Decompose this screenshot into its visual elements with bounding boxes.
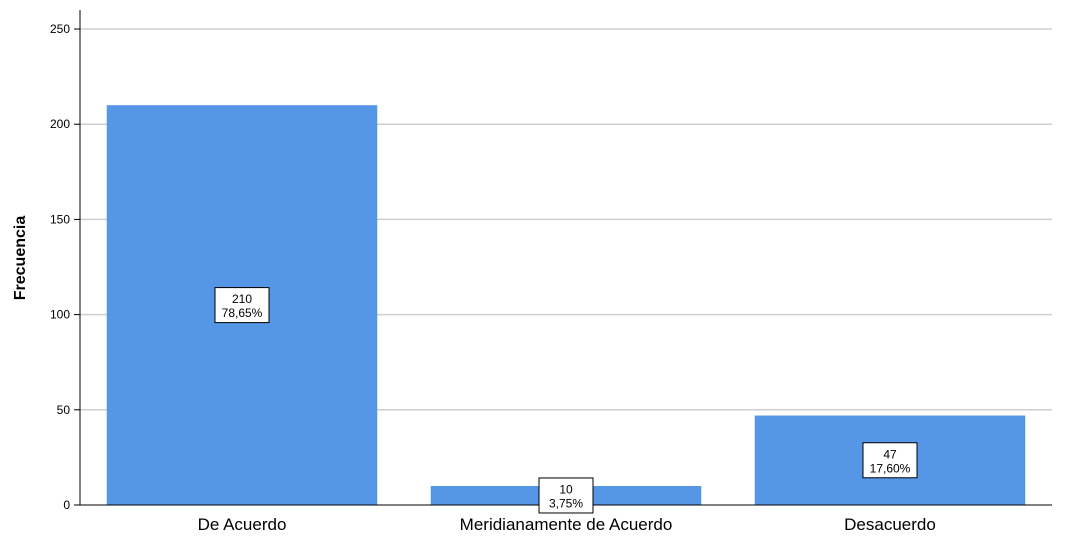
data-label-percent: 17,60% [870, 461, 911, 475]
y-tick-labels: 0 50 100 150 200 250 [50, 22, 80, 512]
x-tick-label: Meridianamente de Acuerdo [460, 515, 673, 534]
data-label-box [538, 477, 594, 514]
x-tick-label: Desacuerdo [844, 515, 936, 534]
data-label-percent: 3,75% [549, 496, 583, 510]
y-axis-title: Frecuencia [12, 216, 29, 301]
y-tick-label: 100 [50, 308, 70, 322]
data-label-box [214, 287, 270, 324]
y-tick-label: 150 [50, 212, 70, 226]
data-label-count: 10 [559, 482, 573, 496]
y-tick-label: 50 [57, 403, 71, 417]
data-label-box [862, 442, 918, 479]
data-label-count: 210 [232, 292, 252, 306]
y-tick-label: 200 [50, 117, 70, 131]
data-label-percent: 78,65% [222, 306, 263, 320]
y-tick-label: 0 [63, 498, 70, 512]
y-tick-label: 250 [50, 22, 70, 36]
x-tick-label: De Acuerdo [198, 515, 287, 534]
category-labels: De Acuerdo Meridianamente de Acuerdo Desac… [198, 515, 936, 534]
data-label-count: 47 [883, 447, 897, 461]
